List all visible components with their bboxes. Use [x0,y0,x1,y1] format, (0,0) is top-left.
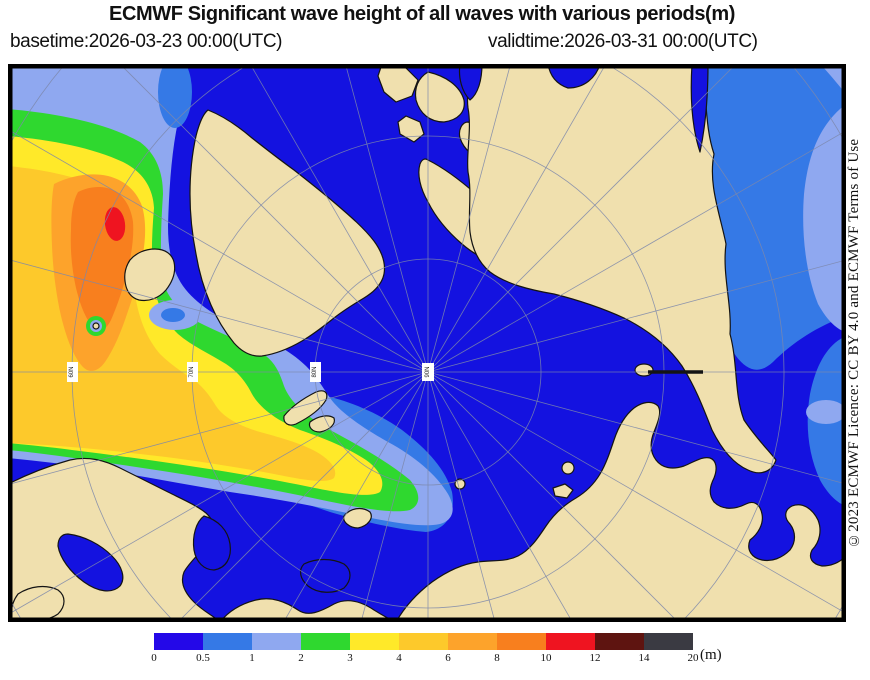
colorbar-segment-6-8 [448,633,497,650]
meridian-line [345,64,429,373]
colorbar: 0 0.5 1 2 3 4 6 8 10 12 14 20 (m) [151,633,754,673]
colorbar-segment-4-6 [399,633,448,650]
meridian-line [427,371,573,622]
map-border [8,64,846,622]
colorbar-segment-14-20 [644,633,693,650]
meridian-line [427,371,679,622]
meridian-line [8,371,429,485]
bering-0p5-1m [699,64,846,370]
meridian-line [360,371,429,622]
colorbar-tick-label: 6 [445,652,451,664]
meridian-line [177,371,429,622]
colorbar-tick-label: 14 [638,652,650,664]
validtime-label: validtime:2026-03-31 00:00(UTC) [488,31,758,52]
meridian-line [8,259,429,373]
colorbar-tick-label: 0 [151,652,157,664]
corner-1-2m [820,64,846,94]
bering-1-2m-patch [806,400,846,424]
contour-10-12m-core [104,207,126,241]
arctic-islet-a [397,115,425,143]
latitude-labels: 80N 70N 60N 90N [67,362,434,382]
foxe-inlet [458,64,483,101]
mackenzie-inlet [690,64,709,153]
meridian-line [427,371,846,614]
colorbar-tick-label: 0.5 [196,652,210,664]
colorbar-segment-2-3 [301,633,350,650]
siberia-mainland [395,401,846,622]
lat-label-70n: 70N [187,362,198,382]
svg-text:90N: 90N [425,366,431,377]
novaya-zemlya-south [308,415,335,433]
colorbar-tick-label: 1 [249,652,255,664]
meridian-line [427,130,846,373]
basetime-label: basetime:2026-03-23 00:00(UTC) [10,31,283,52]
hudson-inlet [547,64,601,89]
gulf-1-2m-band [803,104,846,332]
meridian-line [119,64,429,373]
svg-text:70N: 70N [189,366,195,377]
colorbar-tick-label: 2 [298,652,304,664]
colorbar-segment-10-12 [546,633,595,650]
laptev-islet-1 [561,461,575,475]
colorbar-segment-0.5-1 [203,633,252,650]
colorbar-segment-0-0.5 [154,633,203,650]
meridian-line [283,371,429,622]
meridian-line [427,371,846,485]
lat-label-60n: 60N [67,362,78,382]
map-canvas: 80N 70N 60N 90N [8,64,846,622]
wrangel-island [634,363,654,377]
atlantic-storm-contours [8,64,453,532]
russia-bottom-strip [219,598,397,622]
colorbar-unit: (m) [700,647,722,663]
greenland [189,109,386,357]
colorbar-segment-1-2 [252,633,301,650]
kara-bay [299,558,351,593]
meridian-line [427,64,737,373]
baltic-sea [57,533,124,592]
arctic-island-1 [377,64,419,103]
colorbar-segment-12-14 [595,633,644,650]
meridian-line [427,259,846,373]
meridian-line [427,371,496,622]
pole-label: 90N [422,363,434,381]
wave-height-map: 80N 70N 60N 90N [8,64,846,622]
meridian-line [427,64,607,373]
colorbar-ticks: 0 0.5 1 2 3 4 6 8 10 12 14 20 [151,652,714,668]
white-sea [192,515,231,571]
colorbar-segment-3-4 [350,633,399,650]
lat-label-80n: 80N [310,362,321,382]
colorbar-tick-label: 4 [396,652,402,664]
svg-text:60N: 60N [69,366,75,377]
colorbar-tick-label: 3 [347,652,353,664]
page-title: ECMWF Significant wave height of all wav… [109,3,735,25]
meridian-line [249,64,429,373]
iceland [124,248,176,302]
vaygach-island [343,507,372,529]
meridian-line [427,64,511,373]
colorbar-tick-label: 8 [494,652,500,664]
copyright-notice: ©2023 ECMWF Licence: CC BY 4.0 and ECMWF… [846,138,862,548]
novaya-zemlya-north [283,390,328,426]
colorbar-track [154,633,693,650]
colorbar-segment-8-10 [497,633,546,650]
sheltered-pocket-north [158,64,192,128]
iceland-pocket-0p5-1m [161,308,185,322]
sea-inlets [57,64,709,593]
colorbar-tick-label: 12 [589,652,601,664]
colorbar-tick-label: 20 [687,652,699,664]
colorbar-tick-label: 10 [540,652,552,664]
laptev-islet-2 [552,483,574,499]
faroe-island [92,322,100,330]
svg-text:80N: 80N [312,366,318,377]
